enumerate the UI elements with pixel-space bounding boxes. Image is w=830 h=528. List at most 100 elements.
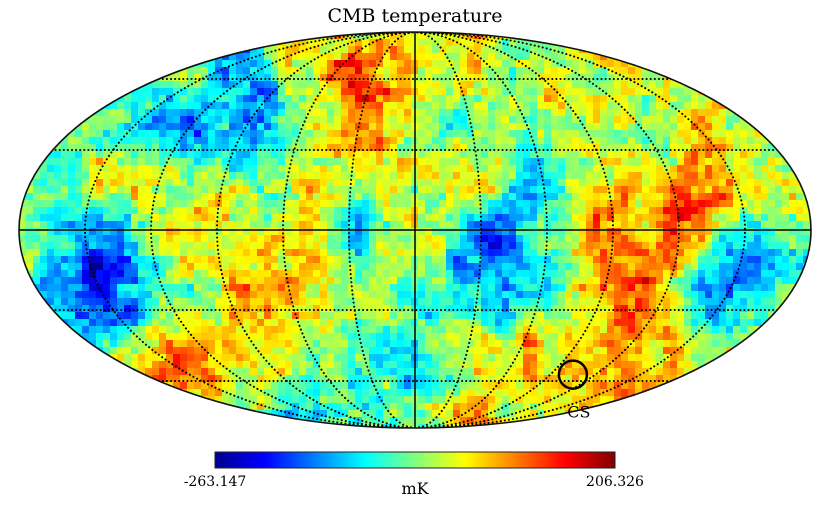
temperature-pixel — [397, 109, 405, 117]
temperature-pixel — [187, 263, 195, 271]
temperature-pixel — [299, 53, 307, 61]
temperature-pixel — [656, 333, 664, 341]
temperature-pixel — [705, 109, 713, 117]
temperature-pixel — [82, 333, 90, 341]
temperature-pixel — [495, 277, 503, 285]
temperature-pixel — [285, 228, 293, 236]
temperature-pixel — [313, 305, 321, 313]
temperature-pixel — [208, 95, 216, 103]
temperature-pixel — [663, 375, 671, 383]
temperature-pixel — [607, 88, 615, 96]
temperature-pixel — [719, 95, 727, 103]
temperature-pixel — [208, 263, 216, 271]
temperature-pixel — [572, 67, 580, 75]
temperature-pixel — [187, 256, 195, 264]
temperature-pixel — [502, 270, 510, 278]
temperature-pixel — [502, 277, 510, 285]
temperature-pixel — [446, 74, 454, 82]
temperature-pixel — [278, 312, 286, 320]
temperature-pixel — [747, 123, 755, 131]
temperature-pixel — [110, 116, 118, 124]
temperature-pixel — [152, 102, 160, 110]
temperature-pixel — [523, 319, 531, 327]
temperature-pixel — [761, 200, 769, 208]
temperature-pixel — [467, 354, 475, 362]
temperature-pixel — [474, 333, 482, 341]
temperature-pixel — [726, 256, 734, 264]
temperature-pixel — [376, 270, 384, 278]
temperature-pixel — [54, 284, 62, 292]
temperature-pixel — [348, 305, 356, 313]
temperature-pixel — [306, 137, 314, 145]
temperature-pixel — [453, 60, 461, 68]
temperature-pixel — [761, 165, 769, 173]
temperature-pixel — [257, 60, 265, 68]
temperature-pixel — [467, 109, 475, 117]
temperature-pixel — [306, 277, 314, 285]
temperature-pixel — [635, 347, 643, 355]
temperature-pixel — [607, 130, 615, 138]
temperature-pixel — [376, 130, 384, 138]
temperature-pixel — [614, 256, 622, 264]
temperature-pixel — [446, 200, 454, 208]
temperature-pixel — [670, 382, 678, 390]
temperature-pixel — [453, 67, 461, 75]
temperature-pixel — [138, 207, 146, 215]
temperature-pixel — [572, 137, 580, 145]
temperature-pixel — [747, 228, 755, 236]
temperature-pixel — [306, 263, 314, 271]
temperature-pixel — [124, 347, 132, 355]
temperature-pixel — [719, 270, 727, 278]
temperature-pixel — [390, 375, 398, 383]
temperature-pixel — [474, 277, 482, 285]
temperature-pixel — [313, 389, 321, 397]
temperature-pixel — [222, 109, 230, 117]
temperature-pixel — [229, 354, 237, 362]
temperature-pixel — [768, 200, 776, 208]
temperature-pixel — [383, 102, 391, 110]
temperature-pixel — [215, 179, 223, 187]
temperature-pixel — [789, 235, 797, 243]
temperature-pixel — [397, 186, 405, 194]
temperature-pixel — [425, 102, 433, 110]
temperature-pixel — [754, 144, 762, 152]
temperature-pixel — [509, 333, 517, 341]
temperature-pixel — [509, 193, 517, 201]
temperature-pixel — [131, 172, 139, 180]
temperature-pixel — [271, 249, 279, 257]
temperature-pixel — [257, 46, 265, 54]
temperature-pixel — [607, 347, 615, 355]
temperature-pixel — [229, 60, 237, 68]
temperature-pixel — [390, 95, 398, 103]
temperature-pixel — [320, 123, 328, 131]
temperature-pixel — [502, 116, 510, 124]
temperature-pixel — [166, 88, 174, 96]
temperature-pixel — [537, 312, 545, 320]
temperature-pixel — [740, 291, 748, 299]
temperature-pixel — [516, 186, 524, 194]
temperature-pixel — [201, 312, 209, 320]
temperature-pixel — [117, 158, 125, 166]
temperature-pixel — [523, 123, 531, 131]
temperature-pixel — [649, 207, 657, 215]
temperature-pixel — [180, 116, 188, 124]
temperature-pixel — [320, 354, 328, 362]
temperature-pixel — [229, 81, 237, 89]
temperature-pixel — [110, 130, 118, 138]
temperature-pixel — [383, 368, 391, 376]
temperature-pixel — [341, 354, 349, 362]
temperature-pixel — [313, 291, 321, 299]
temperature-pixel — [698, 277, 706, 285]
temperature-pixel — [509, 116, 517, 124]
temperature-pixel — [558, 333, 566, 341]
temperature-pixel — [383, 151, 391, 159]
temperature-pixel — [271, 116, 279, 124]
temperature-pixel — [565, 263, 573, 271]
temperature-pixel — [180, 312, 188, 320]
temperature-pixel — [761, 214, 769, 222]
temperature-pixel — [131, 130, 139, 138]
temperature-pixel — [362, 263, 370, 271]
temperature-pixel — [544, 263, 552, 271]
temperature-pixel — [306, 116, 314, 124]
temperature-pixel — [467, 137, 475, 145]
